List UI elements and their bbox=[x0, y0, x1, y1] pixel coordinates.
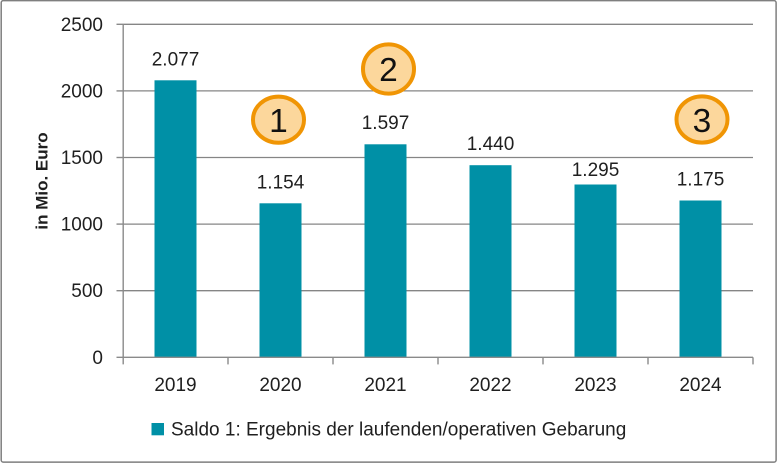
svg-text:0: 0 bbox=[92, 348, 103, 369]
svg-text:2021: 2021 bbox=[364, 375, 406, 396]
svg-text:1: 1 bbox=[269, 103, 288, 140]
svg-text:2022: 2022 bbox=[469, 375, 511, 396]
svg-text:1.175: 1.175 bbox=[677, 170, 725, 191]
svg-text:2024: 2024 bbox=[679, 375, 722, 396]
svg-text:1.295: 1.295 bbox=[572, 160, 620, 181]
svg-text:2000: 2000 bbox=[61, 81, 103, 102]
svg-text:1.154: 1.154 bbox=[257, 173, 305, 194]
svg-text:2.077: 2.077 bbox=[152, 50, 200, 71]
svg-text:1.597: 1.597 bbox=[362, 113, 410, 134]
svg-text:2019: 2019 bbox=[154, 375, 196, 396]
svg-text:1.440: 1.440 bbox=[467, 134, 515, 155]
svg-text:2500: 2500 bbox=[61, 15, 103, 36]
svg-text:in Mio. Euro: in Mio. Euro bbox=[33, 132, 52, 229]
svg-text:2: 2 bbox=[379, 52, 398, 89]
svg-text:2023: 2023 bbox=[574, 375, 616, 396]
svg-text:2020: 2020 bbox=[259, 375, 301, 396]
svg-text:1000: 1000 bbox=[61, 215, 103, 236]
svg-text:3: 3 bbox=[693, 103, 712, 140]
svg-text:500: 500 bbox=[71, 281, 103, 302]
svg-text:1500: 1500 bbox=[61, 148, 103, 169]
svg-text:Saldo 1: Ergebnis der laufende: Saldo 1: Ergebnis der laufenden/operativ… bbox=[171, 420, 626, 441]
